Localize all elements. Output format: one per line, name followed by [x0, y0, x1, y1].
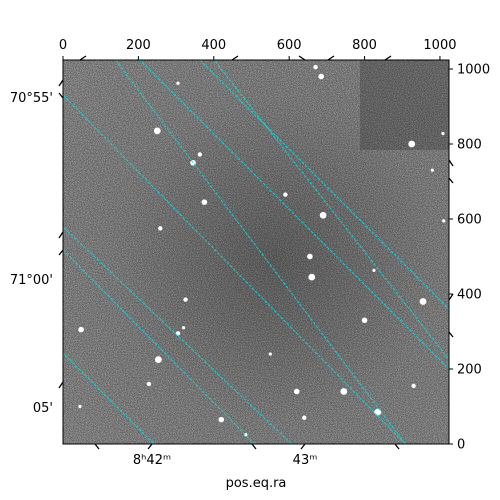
- star-sources: [78, 64, 446, 437]
- ra-tick-label: 8ʰ42ᵐ: [133, 453, 171, 468]
- wcs-tick: [58, 79, 64, 87]
- wcs-tick: [79, 55, 87, 61]
- wcs-tick: [58, 381, 64, 389]
- star-source: [197, 152, 203, 157]
- star-source: [340, 388, 348, 395]
- right-tick-label: 800: [457, 138, 482, 153]
- star-source: [411, 383, 416, 389]
- star-source: [372, 268, 376, 272]
- wcs-tick: [448, 159, 454, 167]
- top-tick-label: 1000: [423, 38, 456, 53]
- wcs-tick: [147, 443, 153, 450]
- star-source: [218, 416, 225, 423]
- star-source: [308, 273, 316, 281]
- star-source: [408, 140, 416, 148]
- right-tick-label: 400: [457, 288, 482, 303]
- star-source: [154, 356, 162, 364]
- wcs-tick: [448, 293, 454, 301]
- star-source: [182, 326, 186, 330]
- top-pixel-axis: 0 200 400 600 800 1000: [59, 38, 457, 60]
- right-tick-label: 200: [457, 363, 482, 378]
- ra-grid-line: [114, 60, 407, 444]
- star-source: [430, 168, 435, 172]
- star-source: [158, 226, 163, 231]
- star-source: [419, 298, 427, 305]
- wcs-tick: [448, 177, 454, 184]
- star-source: [153, 127, 161, 135]
- dec-grid-line: [63, 94, 406, 444]
- wcs-tick: [327, 55, 335, 61]
- wcs-tick: [94, 443, 100, 450]
- star-source: [146, 381, 152, 387]
- wcs-tick: [58, 231, 64, 239]
- star-source: [302, 415, 307, 420]
- star-source: [313, 64, 318, 70]
- dec-grid-line: [63, 249, 256, 444]
- star-source: [268, 352, 272, 356]
- wcs-tick: [58, 92, 64, 99]
- wcs-tick: [298, 55, 306, 61]
- star-source: [441, 131, 445, 136]
- ra-tick-labels: 8ʰ42ᵐ 43ᵐ: [133, 453, 317, 468]
- plot-frame: [62, 59, 450, 445]
- star-source: [361, 317, 368, 324]
- ra-grid-line: [213, 60, 449, 361]
- dark-center-gradient: [63, 60, 449, 444]
- top-tick-label: 200: [126, 38, 151, 53]
- star-source: [78, 404, 82, 409]
- dec-grid-line: [139, 60, 449, 370]
- ra-grid-line: [63, 226, 293, 444]
- right-tick-label: 0: [457, 438, 465, 453]
- top-tick-label: 600: [277, 38, 302, 53]
- wcs-tick-marks: [58, 55, 454, 450]
- star-source: [78, 326, 84, 333]
- wcs-tick: [394, 443, 400, 450]
- wcs-tick: [384, 55, 392, 61]
- star-source: [293, 388, 300, 395]
- wcs-tick: [448, 331, 454, 338]
- x-axis-label: pos.eq.ra: [226, 476, 287, 491]
- top-tick-label: 800: [352, 38, 377, 53]
- top-tick-label: 0: [59, 38, 67, 53]
- wcs-tick: [58, 249, 64, 256]
- star-source: [176, 81, 180, 85]
- wcs-tick: [300, 443, 306, 450]
- ra-grid-line: [63, 352, 155, 444]
- dec-tick-label: 05': [33, 401, 53, 416]
- star-source: [201, 199, 208, 205]
- dec-tick-label: 71°00': [10, 273, 53, 288]
- star-source: [319, 211, 327, 219]
- ra-tick-label: 43ᵐ: [293, 453, 318, 468]
- top-tick-label: 400: [201, 38, 226, 53]
- dec-tick-labels: 70°55' 71°00' 05': [10, 91, 53, 416]
- right-tick-label: 1000: [457, 63, 490, 78]
- dec-grid-line: [199, 60, 449, 310]
- star-source: [283, 192, 288, 197]
- star-source: [318, 73, 325, 80]
- wcs-tick: [251, 443, 257, 450]
- right-pixel-axis: 0 200 400 600 800 1000: [449, 63, 490, 453]
- right-tick-label: 600: [457, 213, 482, 228]
- star-source: [183, 297, 188, 302]
- dark-corner-region: [360, 60, 449, 150]
- star-source: [307, 253, 313, 260]
- dec-tick-label: 70°55': [10, 91, 53, 106]
- star-source: [442, 219, 446, 223]
- wcs-tick: [231, 55, 239, 61]
